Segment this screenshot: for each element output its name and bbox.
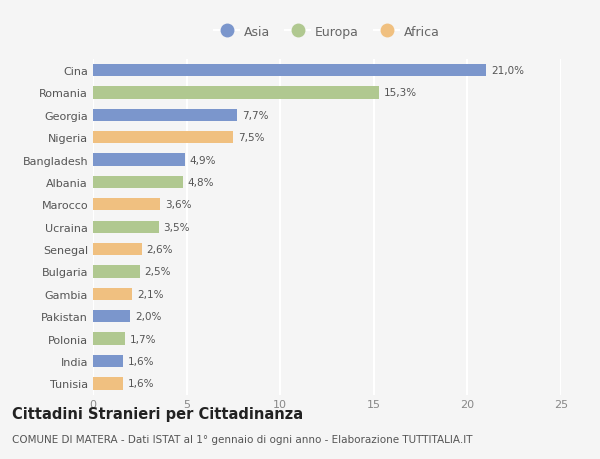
Bar bbox=[93, 333, 125, 345]
Text: Cittadini Stranieri per Cittadinanza: Cittadini Stranieri per Cittadinanza bbox=[12, 406, 303, 421]
Text: 1,7%: 1,7% bbox=[130, 334, 156, 344]
Text: 15,3%: 15,3% bbox=[384, 88, 417, 98]
Text: 4,8%: 4,8% bbox=[188, 178, 214, 188]
Bar bbox=[93, 266, 140, 278]
Text: 4,9%: 4,9% bbox=[190, 155, 216, 165]
Bar bbox=[93, 355, 123, 367]
Text: 2,6%: 2,6% bbox=[146, 245, 173, 255]
Legend: Asia, Europa, Africa: Asia, Europa, Africa bbox=[214, 26, 440, 39]
Bar bbox=[93, 199, 160, 211]
Bar bbox=[93, 87, 379, 99]
Bar bbox=[93, 65, 486, 77]
Text: 7,5%: 7,5% bbox=[238, 133, 265, 143]
Bar bbox=[93, 243, 142, 256]
Text: 21,0%: 21,0% bbox=[491, 66, 524, 76]
Bar bbox=[93, 221, 158, 233]
Text: 2,0%: 2,0% bbox=[135, 312, 161, 322]
Bar bbox=[93, 109, 237, 122]
Bar bbox=[93, 310, 130, 323]
Bar bbox=[93, 288, 133, 300]
Text: 1,6%: 1,6% bbox=[128, 356, 154, 366]
Bar bbox=[93, 176, 183, 189]
Text: 2,5%: 2,5% bbox=[145, 267, 171, 277]
Text: 3,6%: 3,6% bbox=[165, 200, 191, 210]
Bar bbox=[93, 154, 185, 166]
Text: 7,7%: 7,7% bbox=[242, 111, 268, 121]
Text: COMUNE DI MATERA - Dati ISTAT al 1° gennaio di ogni anno - Elaborazione TUTTITAL: COMUNE DI MATERA - Dati ISTAT al 1° genn… bbox=[12, 434, 473, 444]
Text: 1,6%: 1,6% bbox=[128, 379, 154, 389]
Text: 3,5%: 3,5% bbox=[163, 222, 190, 232]
Bar bbox=[93, 132, 233, 144]
Bar bbox=[93, 377, 123, 390]
Text: 2,1%: 2,1% bbox=[137, 289, 163, 299]
